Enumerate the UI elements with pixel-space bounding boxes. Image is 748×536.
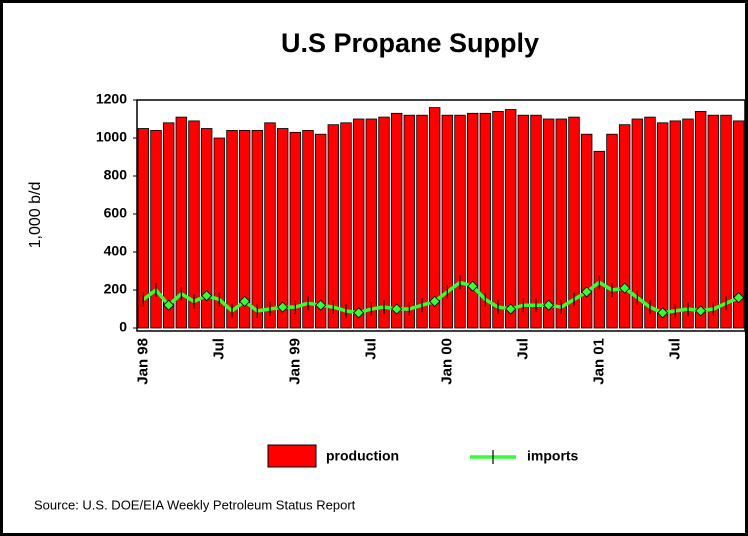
chart-title: U.S Propane Supply — [281, 28, 539, 58]
imports-marker — [657, 307, 669, 319]
imports-marker — [163, 299, 175, 311]
bar — [314, 133, 327, 329]
y-tick-label: 1000 — [96, 129, 127, 145]
bar — [213, 137, 226, 329]
x-tick-label: Jul — [514, 338, 531, 360]
bar — [327, 124, 340, 329]
x-tick-label: Jul — [210, 338, 227, 360]
bar — [137, 128, 150, 329]
bar — [162, 122, 175, 329]
bar — [428, 107, 441, 329]
imports-marker — [733, 292, 745, 304]
bar — [542, 118, 555, 329]
x-tick-label: Jul — [362, 338, 379, 360]
bar — [732, 120, 745, 329]
y-tick-label: 400 — [104, 243, 128, 259]
bar — [568, 116, 580, 329]
y-tick-label: 0 — [119, 319, 127, 335]
bar — [466, 112, 479, 329]
imports-marker — [429, 295, 441, 307]
bar — [302, 129, 314, 329]
imports-marker — [277, 301, 289, 313]
bar — [340, 122, 352, 329]
y-tick-label: 800 — [104, 167, 128, 183]
imports-marker — [391, 303, 403, 315]
bar — [365, 118, 378, 329]
bar — [618, 124, 631, 329]
imports-marker — [505, 303, 517, 315]
imports-marker — [619, 282, 631, 294]
imports-marker — [239, 295, 251, 307]
bar — [200, 128, 213, 329]
x-tick-label: Jan 00 — [438, 338, 455, 385]
bar — [441, 114, 454, 329]
bar — [264, 122, 276, 329]
imports-marker — [543, 299, 555, 311]
x-tick-label: Jan 01 — [590, 338, 607, 385]
bar — [504, 109, 517, 329]
bar — [682, 118, 694, 329]
bar — [188, 120, 200, 329]
bar — [251, 129, 264, 329]
bar — [530, 114, 542, 329]
plot-area — [136, 99, 746, 332]
bar — [479, 112, 492, 329]
bar — [238, 129, 251, 329]
bar — [378, 116, 390, 329]
bar — [555, 118, 568, 329]
legend-swatch — [267, 444, 317, 468]
imports-marker — [201, 290, 213, 302]
bar — [644, 116, 656, 329]
bar — [492, 111, 504, 329]
bar — [226, 129, 238, 329]
bar — [593, 150, 606, 329]
imports-marker — [467, 280, 479, 292]
bar — [390, 112, 403, 329]
bar — [175, 116, 188, 329]
y-axis-label: 1,000 b/d — [27, 182, 44, 249]
imports-marker — [353, 307, 365, 319]
x-tick-label: Jul — [666, 338, 683, 360]
imports-marker — [581, 286, 593, 298]
y-tick-label: 1200 — [96, 91, 127, 107]
bar — [707, 114, 720, 329]
bar — [150, 129, 162, 329]
y-tick-label: 200 — [104, 281, 128, 297]
bar — [631, 118, 644, 329]
bar — [416, 114, 428, 329]
legend-label: production — [326, 448, 399, 464]
x-tick-label: Jan 99 — [286, 338, 303, 385]
bar — [720, 114, 732, 329]
bar — [276, 128, 289, 329]
bar — [517, 114, 530, 329]
bar — [289, 131, 302, 329]
bar — [403, 114, 416, 329]
imports-marker — [695, 305, 707, 317]
legend-label: imports — [527, 448, 579, 464]
bar — [454, 114, 466, 329]
x-tick-label: Jan 98 — [134, 338, 151, 385]
bar — [352, 118, 365, 329]
bar — [669, 120, 682, 329]
bar — [606, 133, 618, 329]
source: Source: U.S. DOE/EIA Weekly Petroleum St… — [34, 497, 356, 512]
bar — [656, 122, 669, 329]
y-tick-label: 600 — [104, 205, 128, 221]
imports-marker — [315, 299, 327, 311]
bar — [580, 133, 593, 329]
bar — [694, 111, 707, 329]
